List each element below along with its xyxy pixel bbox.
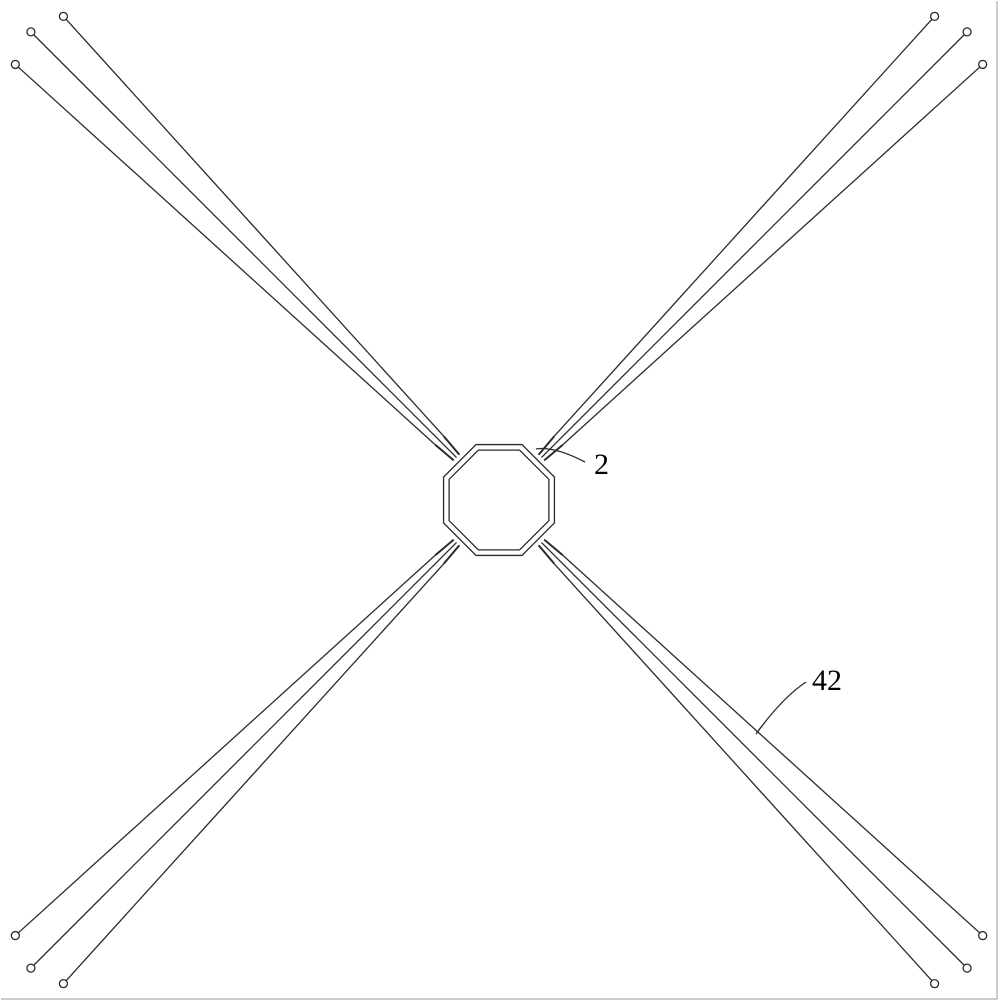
arm-endpoint-circle: [27, 964, 35, 972]
arm-endpoint-circle: [963, 28, 971, 36]
arm-endpoint-circle: [979, 932, 987, 940]
arm-centerline: [31, 32, 457, 458]
callout-label-2: 2: [594, 448, 609, 482]
octagon-inner: [449, 450, 549, 550]
arm-edge: [63, 564, 443, 984]
leader-line: [756, 682, 806, 734]
arm-centerline: [31, 542, 457, 968]
arm-endpoint-circle: [963, 964, 971, 972]
arm-endpoint-circle: [59, 980, 67, 988]
arm-centerline: [541, 32, 967, 458]
arm-edge: [15, 555, 435, 935]
arm-edge: [554, 16, 934, 436]
arm-endpoint-circle: [931, 12, 939, 20]
diagram-svg: [0, 0, 998, 1000]
callout-label-42: 42: [812, 664, 842, 698]
arm-edge: [63, 16, 443, 436]
arm-centerline: [541, 542, 967, 968]
arm-edge: [15, 64, 435, 444]
arm-endpoint-circle: [59, 12, 67, 20]
arm-endpoint-circle: [979, 60, 987, 68]
arm-endpoint-circle: [27, 28, 35, 36]
arm-edge: [563, 64, 983, 444]
arm-endpoint-circle: [11, 60, 19, 68]
octagon-outer: [444, 445, 555, 556]
arm-edge: [563, 555, 983, 935]
arm-endpoint-circle: [11, 932, 19, 940]
arm-edge: [554, 564, 934, 984]
arm-endpoint-circle: [931, 980, 939, 988]
